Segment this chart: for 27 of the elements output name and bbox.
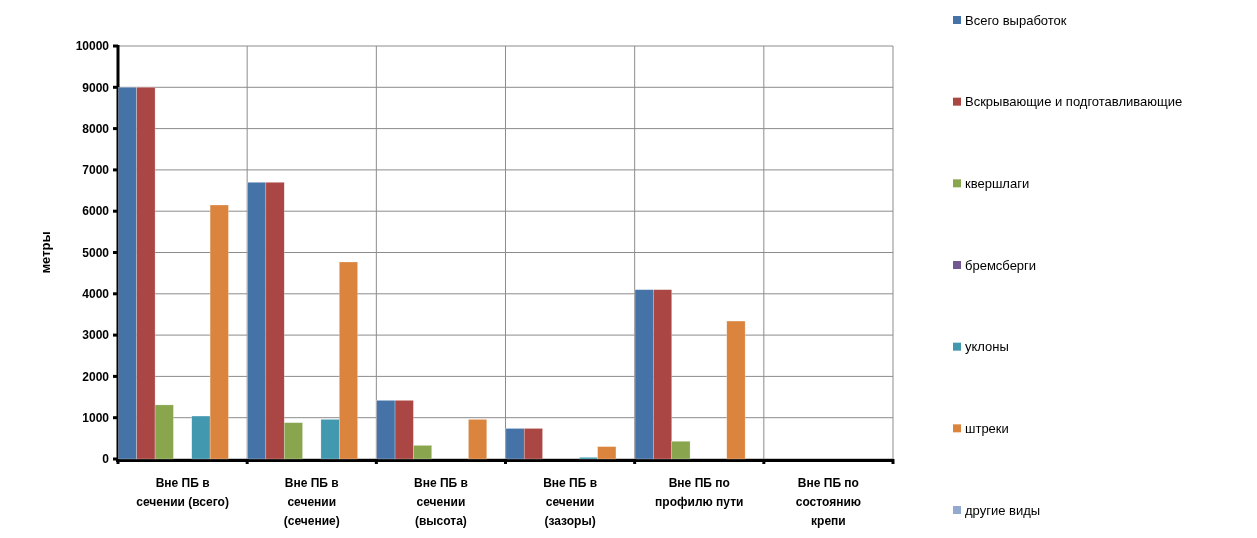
legend-label: Всего выработок — [965, 12, 1067, 28]
x-tick-label: Вне ПБ в сечении (высота) — [413, 476, 468, 528]
legend-label: бремсберги — [965, 257, 1037, 273]
y-tick-label: 3000 — [82, 328, 110, 343]
legend-label: квершлаги — [965, 175, 1030, 191]
legend-label: другие виды — [965, 502, 1041, 518]
y-tick-label: 0 — [102, 452, 110, 467]
x-tick-label: Вне ПБ в сечении (зазоры) — [543, 476, 598, 528]
y-tick-label: 8000 — [82, 121, 110, 136]
legend-label: уклоны — [965, 339, 1009, 355]
y-tick-label: 10000 — [75, 39, 110, 54]
y-tick-label: 2000 — [82, 369, 110, 384]
y-tick-label: 1000 — [82, 410, 110, 425]
y-axis-title: метры — [38, 231, 53, 274]
y-tick-label: 9000 — [82, 80, 110, 95]
y-tick-label: 6000 — [82, 204, 110, 219]
x-tick-label: Вне ПБ в сечении (всего) — [136, 476, 229, 509]
y-tick-label: 7000 — [82, 163, 110, 178]
y-tick-label: 5000 — [82, 245, 110, 260]
x-tick-label: Вне ПБ по профилю пути — [655, 476, 744, 509]
legend-label: Вскрывающие и подготавливающие — [965, 94, 1183, 110]
x-tick-label: Вне ПБ в сечении (сечение) — [283, 476, 340, 528]
bar — [726, 320, 746, 460]
legend-label: штреки — [965, 420, 1009, 436]
y-tick-label: 4000 — [82, 287, 110, 301]
bar — [468, 419, 488, 460]
x-tick-label: Вне ПБ по состоянию крепи — [795, 476, 862, 528]
